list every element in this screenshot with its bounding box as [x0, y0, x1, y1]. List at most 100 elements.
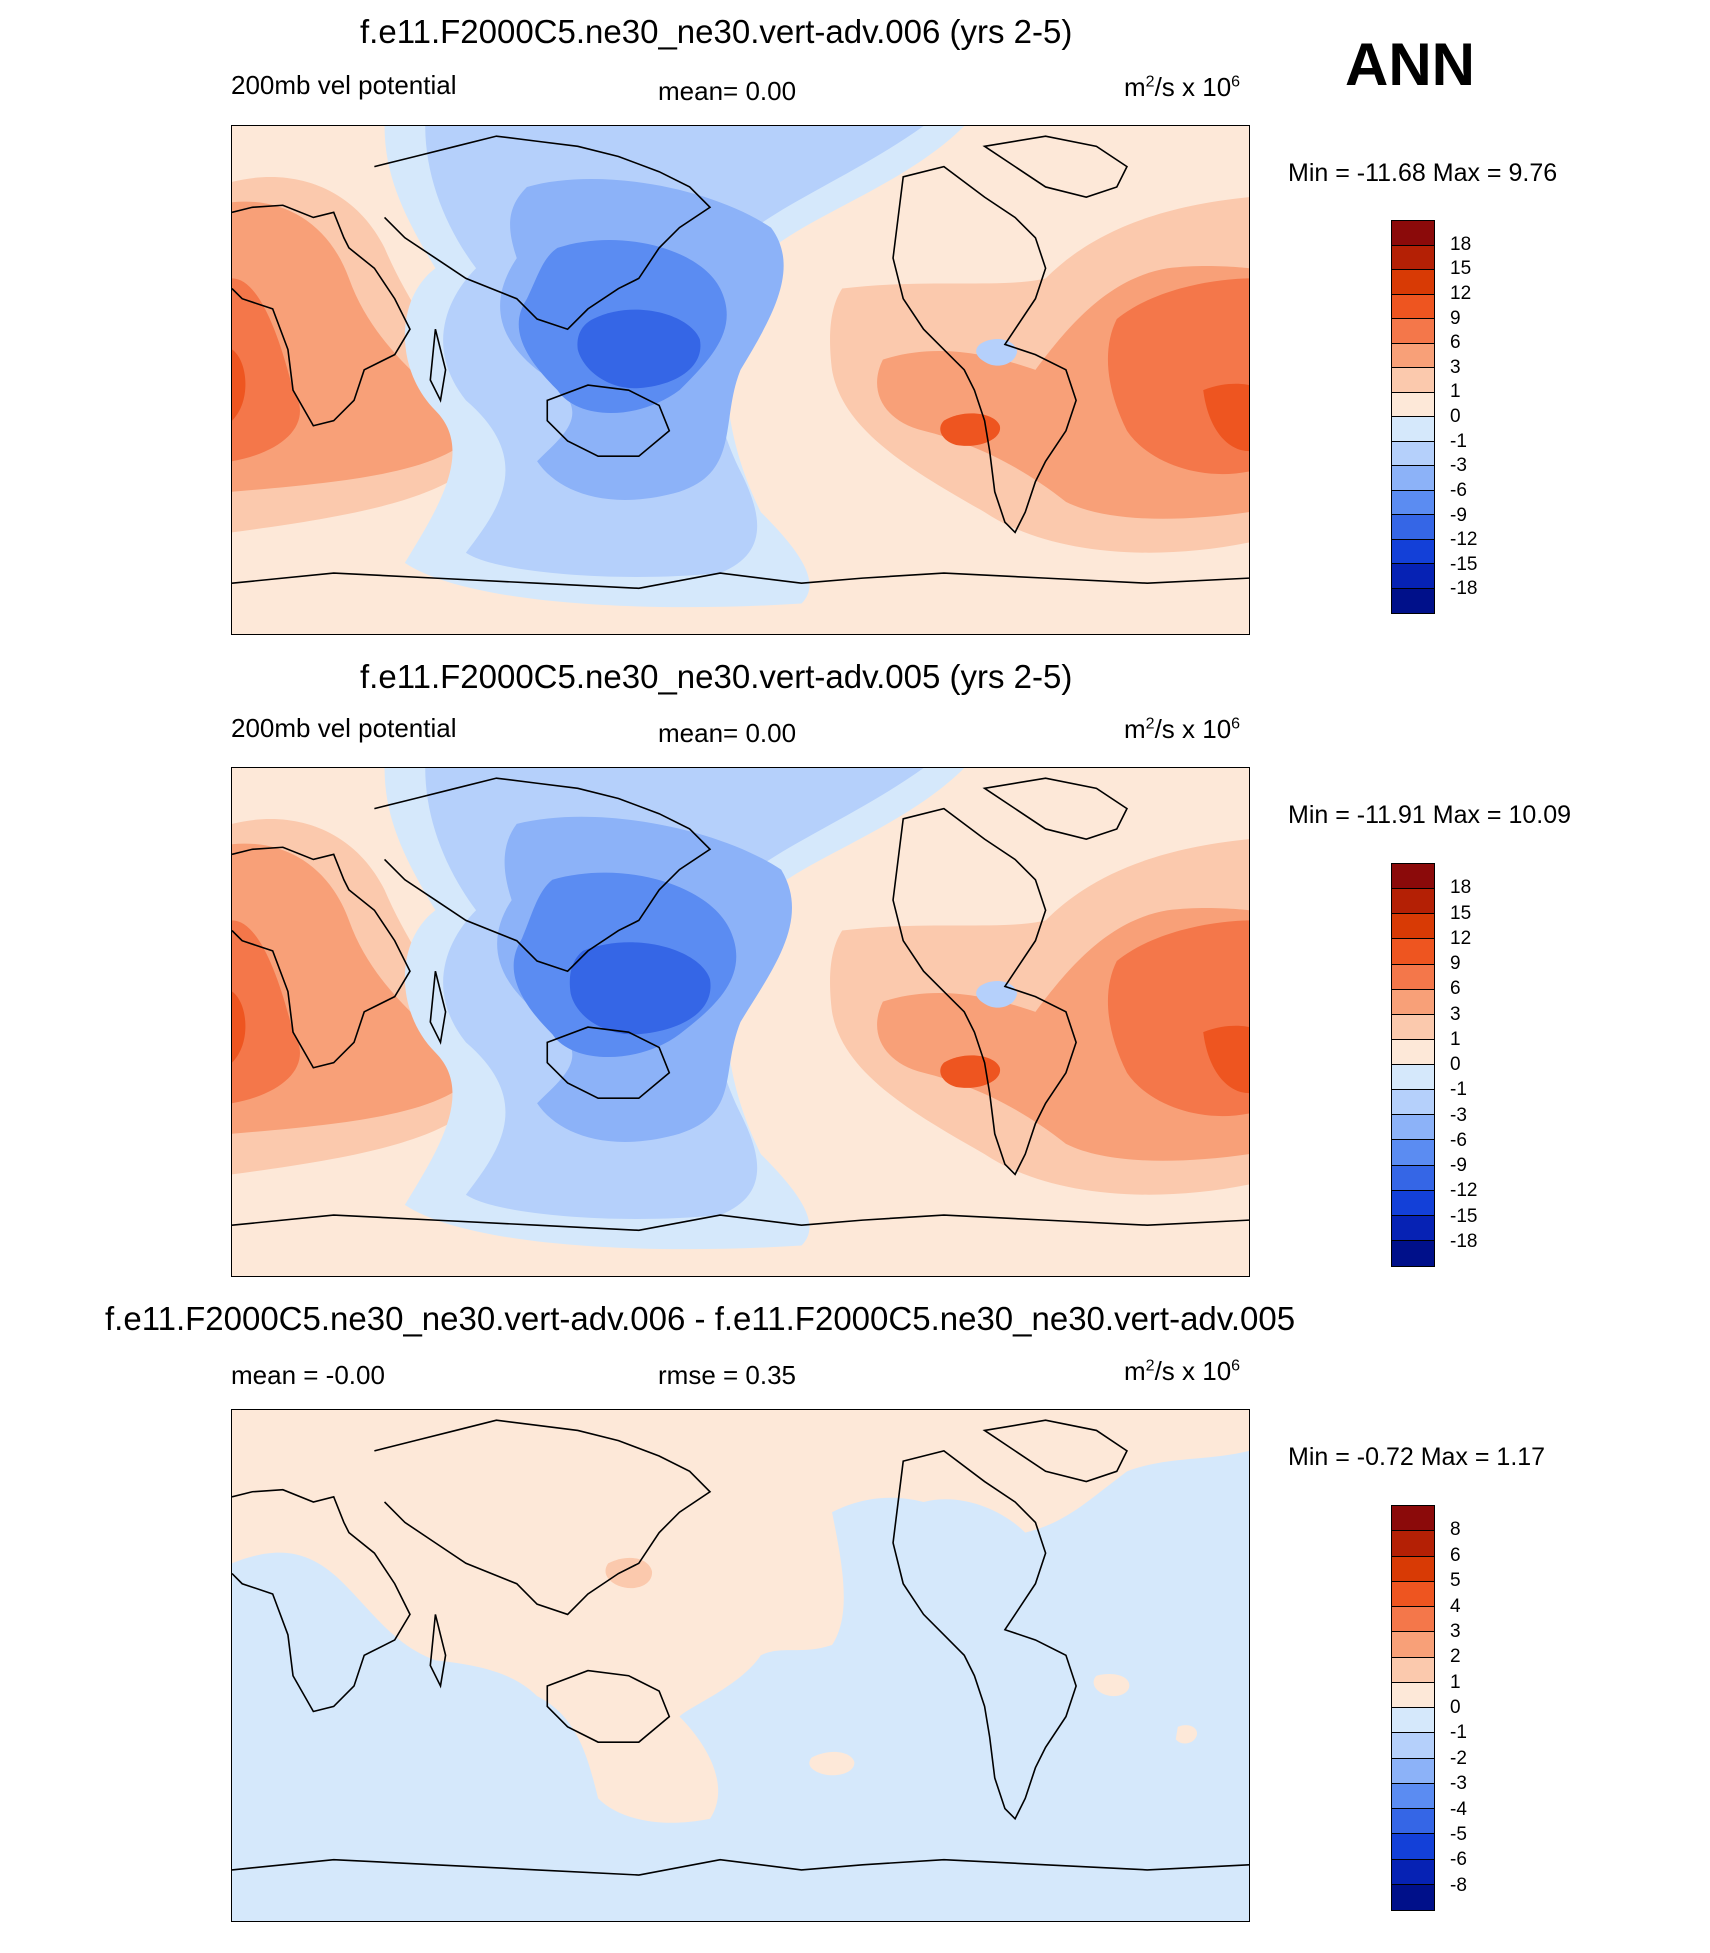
- colorbar-cell: [1392, 1140, 1434, 1166]
- colorbar-level-label: 15: [1450, 258, 1472, 280]
- colorbar-level-label: -1: [1450, 430, 1467, 452]
- colorbar-level-label: 6: [1450, 1544, 1461, 1566]
- colorbar-cell: [1392, 1682, 1434, 1708]
- colorbar-cell: [1392, 1065, 1434, 1091]
- colorbar-cell: [1392, 1531, 1434, 1557]
- colorbar-cell: [1392, 515, 1434, 540]
- panel-bottom-title: f.e11.F2000C5.ne30_ne30.vert-adv.006 - f…: [105, 1300, 1296, 1337]
- colorbar-cell: [1392, 221, 1434, 246]
- panel-middle-colorbar: [1391, 863, 1435, 1267]
- colorbar-level-label: -8: [1450, 1874, 1467, 1896]
- colorbar-level-label: 2: [1450, 1646, 1461, 1668]
- colorbar-cell: [1392, 1733, 1434, 1759]
- colorbar-cell: [1392, 1884, 1434, 1910]
- colorbar-cell: [1392, 564, 1434, 589]
- colorbar-level-label: 18: [1450, 233, 1472, 255]
- colorbar-cell: [1392, 889, 1434, 915]
- panel-bottom-mean-label: mean = -0.00: [231, 1360, 385, 1390]
- colorbar-cell: [1392, 964, 1434, 990]
- panel-middle-coastlines: [232, 778, 1249, 1230]
- panel-bottom-coastlines: [232, 1420, 1249, 1875]
- colorbar-cell: [1392, 1090, 1434, 1116]
- colorbar-cell: [1392, 1165, 1434, 1191]
- colorbar-cell: [1392, 1758, 1434, 1784]
- colorbar-cell: [1392, 939, 1434, 965]
- panel-top-units: m2/s x 106: [1124, 72, 1241, 102]
- colorbar-level-label: 3: [1450, 356, 1461, 378]
- colorbar-level-label: 15: [1450, 902, 1472, 924]
- panel-top-field-label: 200mb vel potential: [231, 70, 457, 100]
- colorbar-level-label: 3: [1450, 1620, 1461, 1642]
- colorbar-cell: [1392, 466, 1434, 491]
- colorbar-cell: [1392, 1506, 1434, 1532]
- panel-middle-units: m2/s x 106: [1124, 714, 1241, 744]
- colorbar-cell: [1392, 441, 1434, 466]
- colorbar-level-label: 0: [1450, 406, 1461, 427]
- panel-bottom-minmax: Min = -0.72 Max = 1.17: [1288, 1443, 1546, 1471]
- panel-top-map-svg: [232, 126, 1249, 634]
- colorbar-level-label: 0: [1450, 1697, 1461, 1718]
- colorbar-cell: [1392, 914, 1434, 940]
- colorbar-level-label: 12: [1450, 282, 1472, 304]
- colorbar-cell: [1392, 1783, 1434, 1809]
- colorbar-level-label: 12: [1450, 927, 1472, 949]
- colorbar-cell: [1392, 245, 1434, 270]
- colorbar-level-label: -12: [1450, 529, 1478, 551]
- colorbar-cell: [1392, 1215, 1434, 1241]
- colorbar-cell: [1392, 1809, 1434, 1835]
- colorbar-level-label: -4: [1450, 1798, 1467, 1820]
- colorbar-level-label: -15: [1450, 1205, 1478, 1227]
- colorbar-level-label: 6: [1450, 978, 1461, 1000]
- panel-top-coastlines: [232, 136, 1249, 588]
- colorbar-cell: [1392, 539, 1434, 564]
- colorbar-level-label: 9: [1450, 953, 1461, 974]
- colorbar-level-label: 0: [1450, 1054, 1461, 1075]
- panel-middle-mean-label: mean= 0.00: [658, 718, 797, 748]
- colorbar-level-label: 1: [1450, 381, 1461, 403]
- panel-top-map: [231, 125, 1250, 635]
- panel-bottom-map-svg: [232, 1410, 1249, 1921]
- colorbar-cell: [1392, 588, 1434, 613]
- panel-top-colorbar: [1391, 220, 1435, 614]
- colorbar-cell: [1392, 294, 1434, 319]
- colorbar-cell: [1392, 270, 1434, 295]
- colorbar-cell: [1392, 1556, 1434, 1582]
- colorbar-level-label: -18: [1450, 1230, 1478, 1252]
- colorbar-cell: [1392, 1607, 1434, 1633]
- colorbar-level-label: 1: [1450, 1028, 1461, 1050]
- colorbar-level-label: -5: [1450, 1823, 1467, 1845]
- colorbar-level-label: -6: [1450, 1129, 1467, 1151]
- panel-top-mean-label: mean= 0.00: [658, 76, 797, 106]
- panel-top-title: f.e11.F2000C5.ne30_ne30.vert-adv.006 (yr…: [360, 13, 1073, 50]
- colorbar-level-label: -12: [1450, 1180, 1478, 1202]
- colorbar-cell: [1392, 989, 1434, 1015]
- colorbar-level-label: -18: [1450, 578, 1478, 600]
- colorbar-level-label: -3: [1450, 1104, 1467, 1126]
- colorbar-cell: [1392, 1708, 1434, 1734]
- panel-bottom-units: m2/s x 106: [1124, 1356, 1241, 1386]
- colorbar-cell: [1392, 864, 1434, 890]
- colorbar-level-label: -1: [1450, 1079, 1467, 1101]
- panel-bottom-colorbar: [1391, 1505, 1435, 1911]
- colorbar-cell: [1392, 1581, 1434, 1607]
- panel-middle-title: f.e11.F2000C5.ne30_ne30.vert-adv.005 (yr…: [360, 658, 1073, 695]
- colorbar-level-label: -9: [1450, 1155, 1467, 1176]
- panel-bottom-rmse-label: rmse = 0.35: [658, 1360, 797, 1390]
- season-label: ANN: [1345, 31, 1475, 98]
- panel-middle-map-svg: [232, 768, 1249, 1276]
- panel-middle-map: [231, 767, 1250, 1277]
- colorbar-level-label: -3: [1450, 1773, 1467, 1795]
- colorbar-cell: [1392, 1632, 1434, 1658]
- colorbar-level-label: 6: [1450, 332, 1461, 354]
- colorbar-cell: [1392, 1859, 1434, 1885]
- colorbar-level-label: 4: [1450, 1595, 1461, 1617]
- colorbar-level-label: -2: [1450, 1747, 1467, 1769]
- panel-bottom-map: [231, 1409, 1250, 1922]
- panel-top-minmax: Min = -11.68 Max = 9.76: [1288, 159, 1558, 187]
- colorbar-cell: [1392, 490, 1434, 515]
- colorbar-cell: [1392, 1240, 1434, 1266]
- colorbar-level-label: 8: [1450, 1519, 1461, 1541]
- colorbar-cell: [1392, 368, 1434, 393]
- colorbar-level-label: -9: [1450, 504, 1467, 526]
- colorbar-level-label: -3: [1450, 455, 1467, 477]
